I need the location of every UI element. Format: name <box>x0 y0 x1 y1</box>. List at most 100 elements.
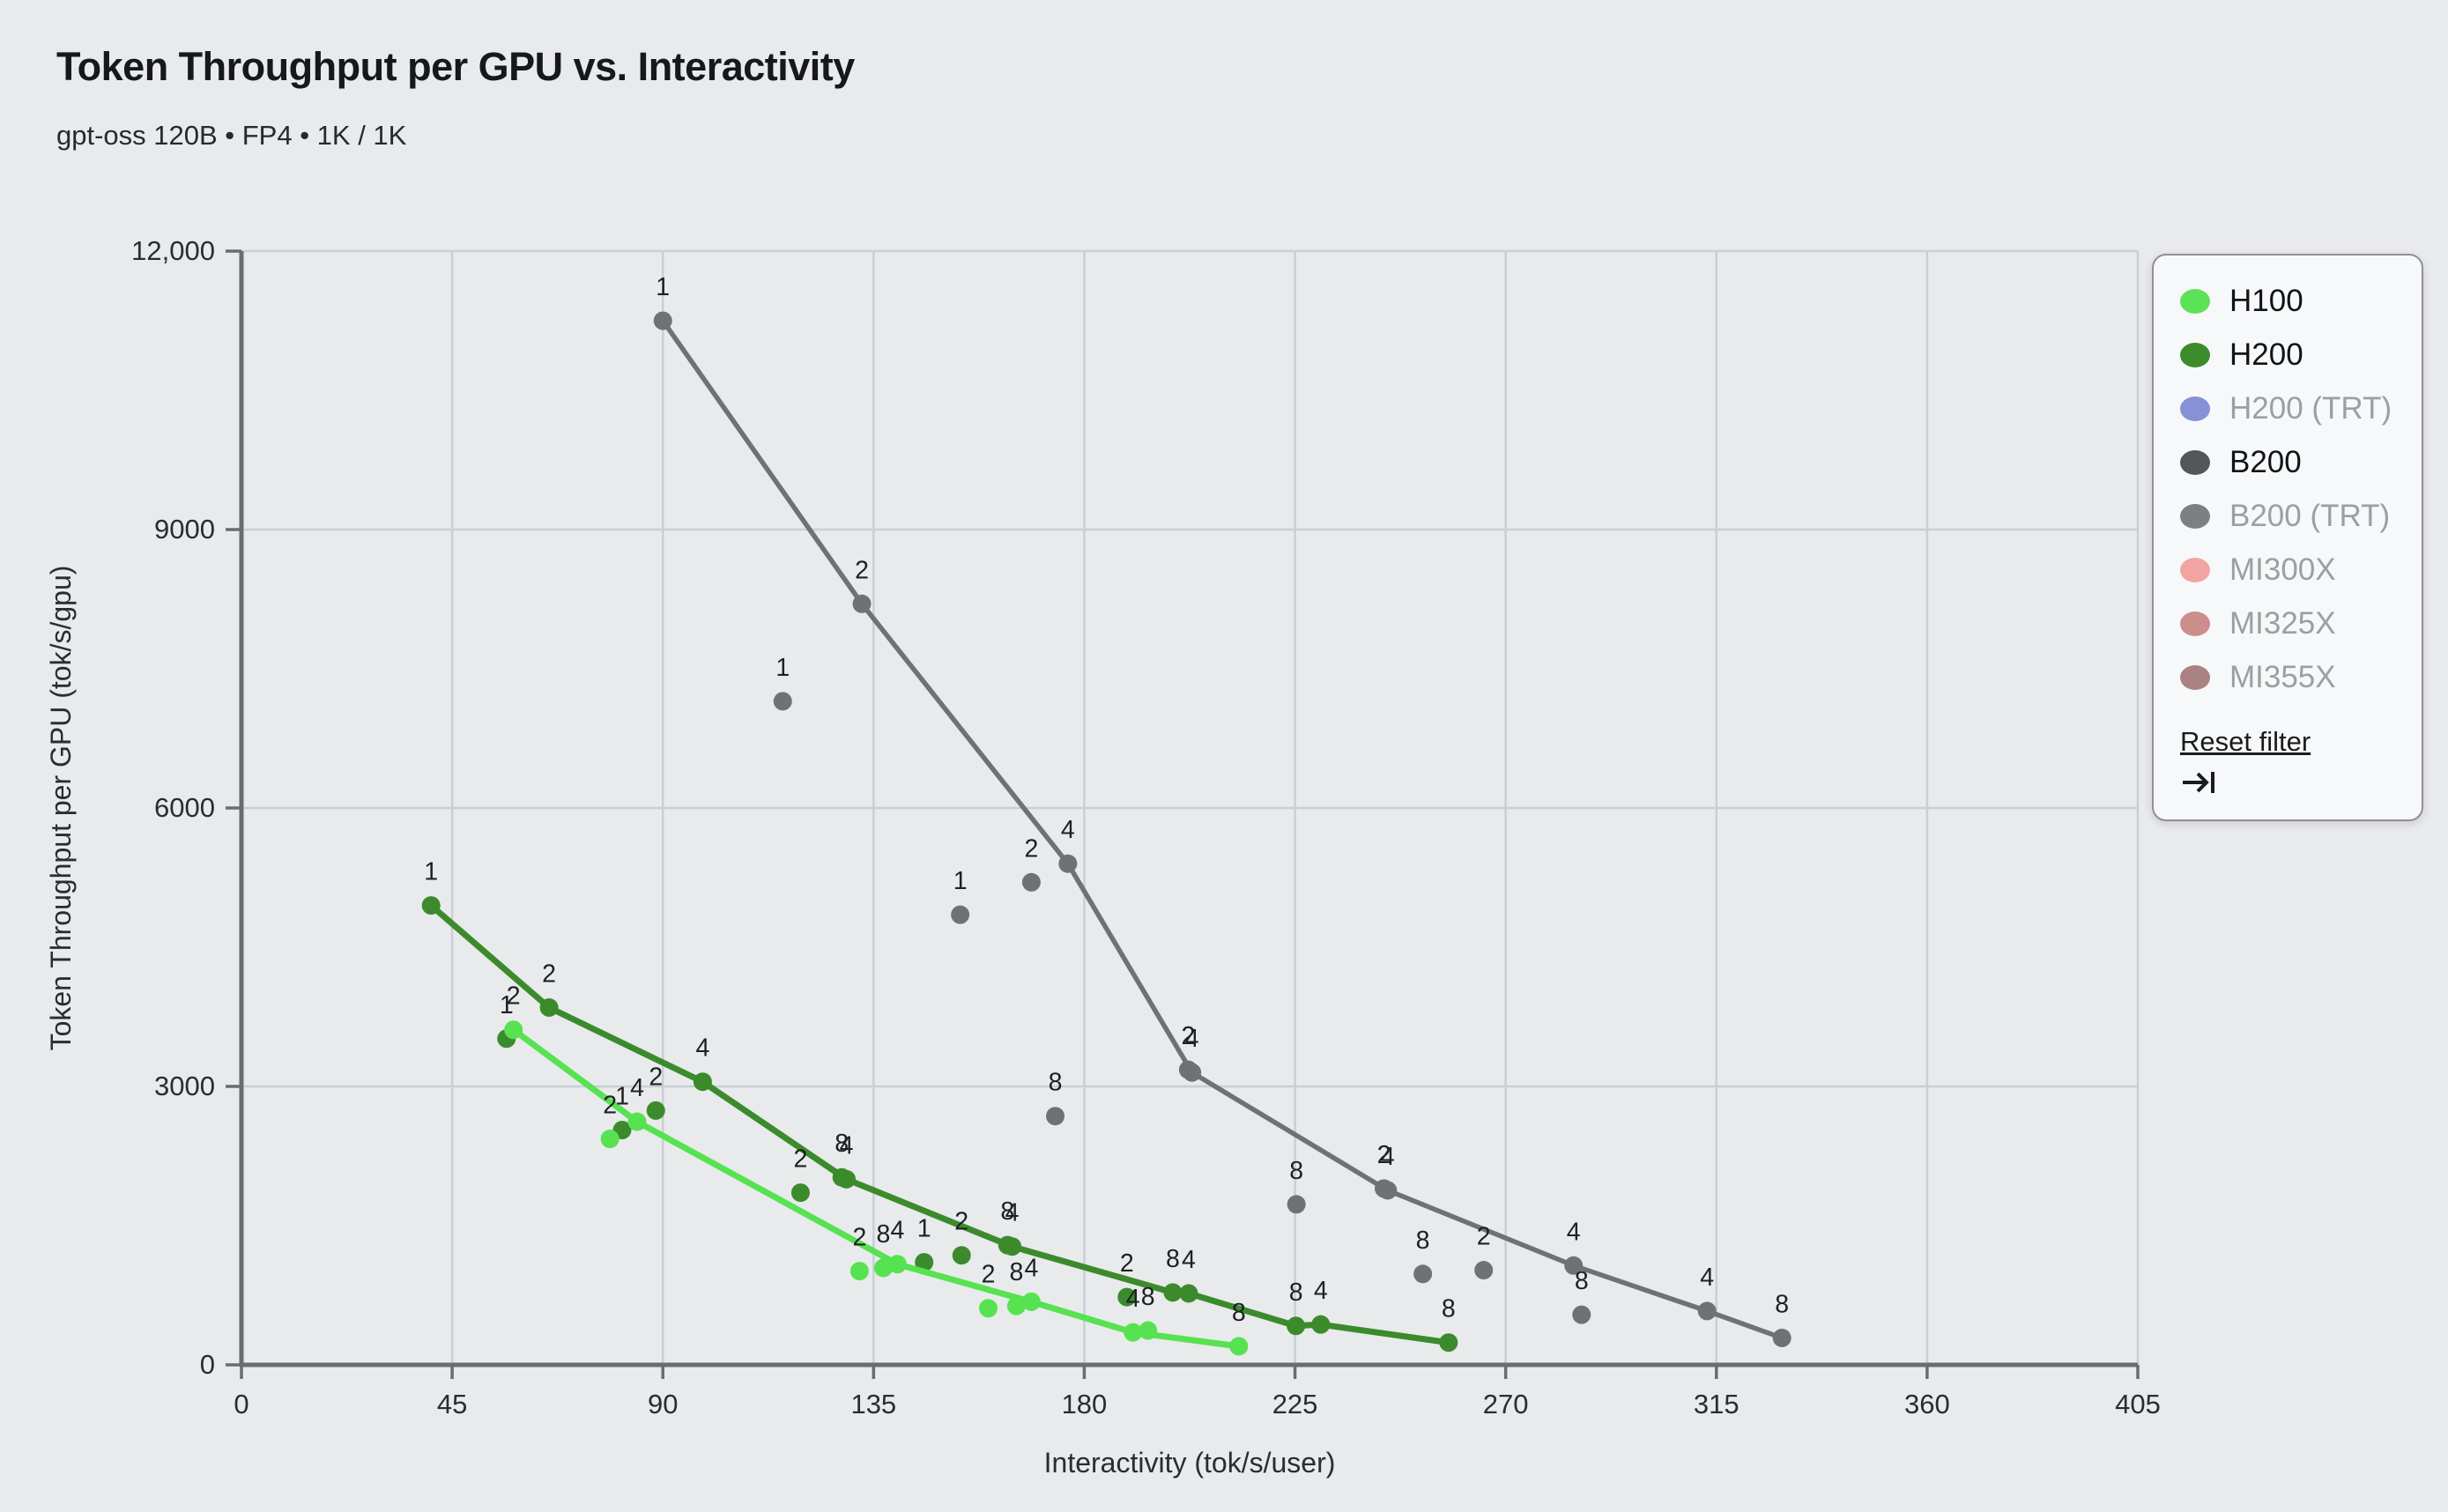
legend-item-mi300x[interactable]: MI300X <box>2180 551 2395 589</box>
point-label: 8 <box>835 1130 849 1158</box>
legend-color-dot <box>2180 665 2210 690</box>
b200-point <box>653 311 672 330</box>
point-label: 8 <box>1289 1157 1303 1185</box>
legend-item-mi325x[interactable]: MI325X <box>2180 604 2395 643</box>
point-label: 2 <box>1120 1249 1134 1278</box>
b200-point <box>1697 1301 1717 1321</box>
y-tick-label: 12,000 <box>131 235 215 266</box>
legend-color-dot <box>2180 558 2210 582</box>
b200-point <box>1474 1261 1494 1280</box>
point-label: 1 <box>917 1215 931 1243</box>
legend-item-label: H200 <box>2229 337 2303 372</box>
point-label: 2 <box>649 1063 663 1091</box>
point-label: 4 <box>630 1074 644 1102</box>
legend-item-h100[interactable]: H100 <box>2180 282 2395 321</box>
h200-point <box>539 997 559 1017</box>
b200-point <box>1572 1305 1591 1324</box>
point-label: 4 <box>1126 1285 1140 1313</box>
x-tick-label: 0 <box>234 1389 249 1419</box>
h200-point <box>952 1246 971 1265</box>
page-subtitle: gpt-oss 120B • FP4 • 1K / 1K <box>56 120 407 151</box>
point-label: 2 <box>1477 1223 1491 1251</box>
y-axis-title: Token Throughput per GPU (tok/s/gpu) <box>45 566 77 1051</box>
h100-point <box>504 1020 523 1040</box>
h100-point <box>1006 1296 1026 1316</box>
legend-item-b200[interactable]: B200 <box>2180 443 2395 482</box>
point-label: 8 <box>1775 1290 1789 1318</box>
h200-point <box>1179 1284 1198 1303</box>
h100-point <box>887 1255 907 1274</box>
h200-line <box>427 902 1452 1346</box>
point-label: 2 <box>1377 1141 1391 1169</box>
point-label: 1 <box>656 273 670 301</box>
h100-point <box>1229 1337 1249 1356</box>
h200-point <box>1287 1316 1306 1336</box>
h100-point <box>1021 1292 1041 1311</box>
legend-color-dot <box>2180 450 2210 475</box>
legend-item-b200-trt[interactable]: B200 (TRT) <box>2180 497 2395 536</box>
legend-color-dot <box>2180 504 2210 529</box>
legend-panel: H100 H200 H200 (TRT) B200 B200 (TRT) MI300X MI… <box>2152 254 2423 821</box>
legend-item-label: MI300X <box>2229 552 2336 587</box>
point-label: 8 <box>1232 1299 1246 1327</box>
point-label: 4 <box>1700 1264 1714 1292</box>
h200-point <box>832 1167 851 1187</box>
point-label: 2 <box>794 1145 808 1174</box>
b200-point <box>1046 1107 1065 1126</box>
y-tick-label: 3000 <box>154 1071 215 1101</box>
point-label: 8 <box>877 1220 891 1249</box>
point-label: 8 <box>1442 1295 1456 1323</box>
tab-arrow-icon[interactable] <box>2180 767 2219 798</box>
legend-item-label: B200 (TRT) <box>2229 499 2391 533</box>
b200-point <box>1178 1060 1198 1079</box>
point-label: 4 <box>891 1217 905 1245</box>
h200-point <box>790 1183 810 1203</box>
b200-point <box>1564 1256 1584 1275</box>
h100-point <box>873 1258 893 1278</box>
b200-point <box>1287 1195 1306 1214</box>
h100-point <box>627 1112 647 1131</box>
x-tick-label: 360 <box>1904 1389 1950 1419</box>
b200-point <box>1058 854 1078 873</box>
point-label: 2 <box>855 556 869 584</box>
point-label: 2 <box>1024 834 1038 863</box>
legend-color-dot <box>2180 289 2210 314</box>
point-label: 8 <box>1049 1069 1063 1097</box>
x-tick-label: 45 <box>437 1389 467 1419</box>
reset-filter-link[interactable]: Reset filter <box>2180 726 2311 757</box>
x-tick-label: 180 <box>1062 1389 1108 1419</box>
point-label: 4 <box>1185 1025 1199 1053</box>
h200-point <box>915 1253 934 1272</box>
h100-point <box>849 1262 869 1281</box>
point-label: 1 <box>615 1083 629 1111</box>
point-label: 2 <box>542 960 556 988</box>
b200-point <box>951 905 970 924</box>
legend-item-label: B200 <box>2229 445 2302 479</box>
point-label: 4 <box>1381 1143 1395 1171</box>
b200-point <box>773 692 792 711</box>
point-label: 8 <box>1575 1267 1589 1295</box>
b200-point <box>1021 872 1041 892</box>
point-label: 2 <box>603 1092 617 1120</box>
h200-point <box>421 896 441 915</box>
page-title: Token Throughput per GPU vs. Interactivi… <box>56 44 855 89</box>
legend-item-label: H200 (TRT) <box>2229 391 2392 426</box>
point-label: 2 <box>1181 1022 1195 1050</box>
point-label: 2 <box>954 1208 968 1236</box>
point-label: 1 <box>953 867 968 895</box>
y-tick-label: 9000 <box>154 514 215 545</box>
h200-point <box>1163 1283 1183 1302</box>
h200-point <box>646 1101 665 1120</box>
b200-point <box>1413 1264 1433 1284</box>
b200-point <box>1772 1328 1791 1347</box>
h100-point <box>979 1299 998 1318</box>
legend-item-h200[interactable]: H200 <box>2180 336 2395 374</box>
h200-point <box>1439 1333 1458 1353</box>
legend-color-dot <box>2180 611 2210 636</box>
point-label: 2 <box>852 1224 866 1252</box>
x-tick-label: 270 <box>1483 1389 1529 1419</box>
legend-color-dot <box>2180 343 2210 367</box>
legend-item-h200-trt[interactable]: H200 (TRT) <box>2180 389 2395 428</box>
legend-item-mi355x[interactable]: MI355X <box>2180 658 2395 697</box>
